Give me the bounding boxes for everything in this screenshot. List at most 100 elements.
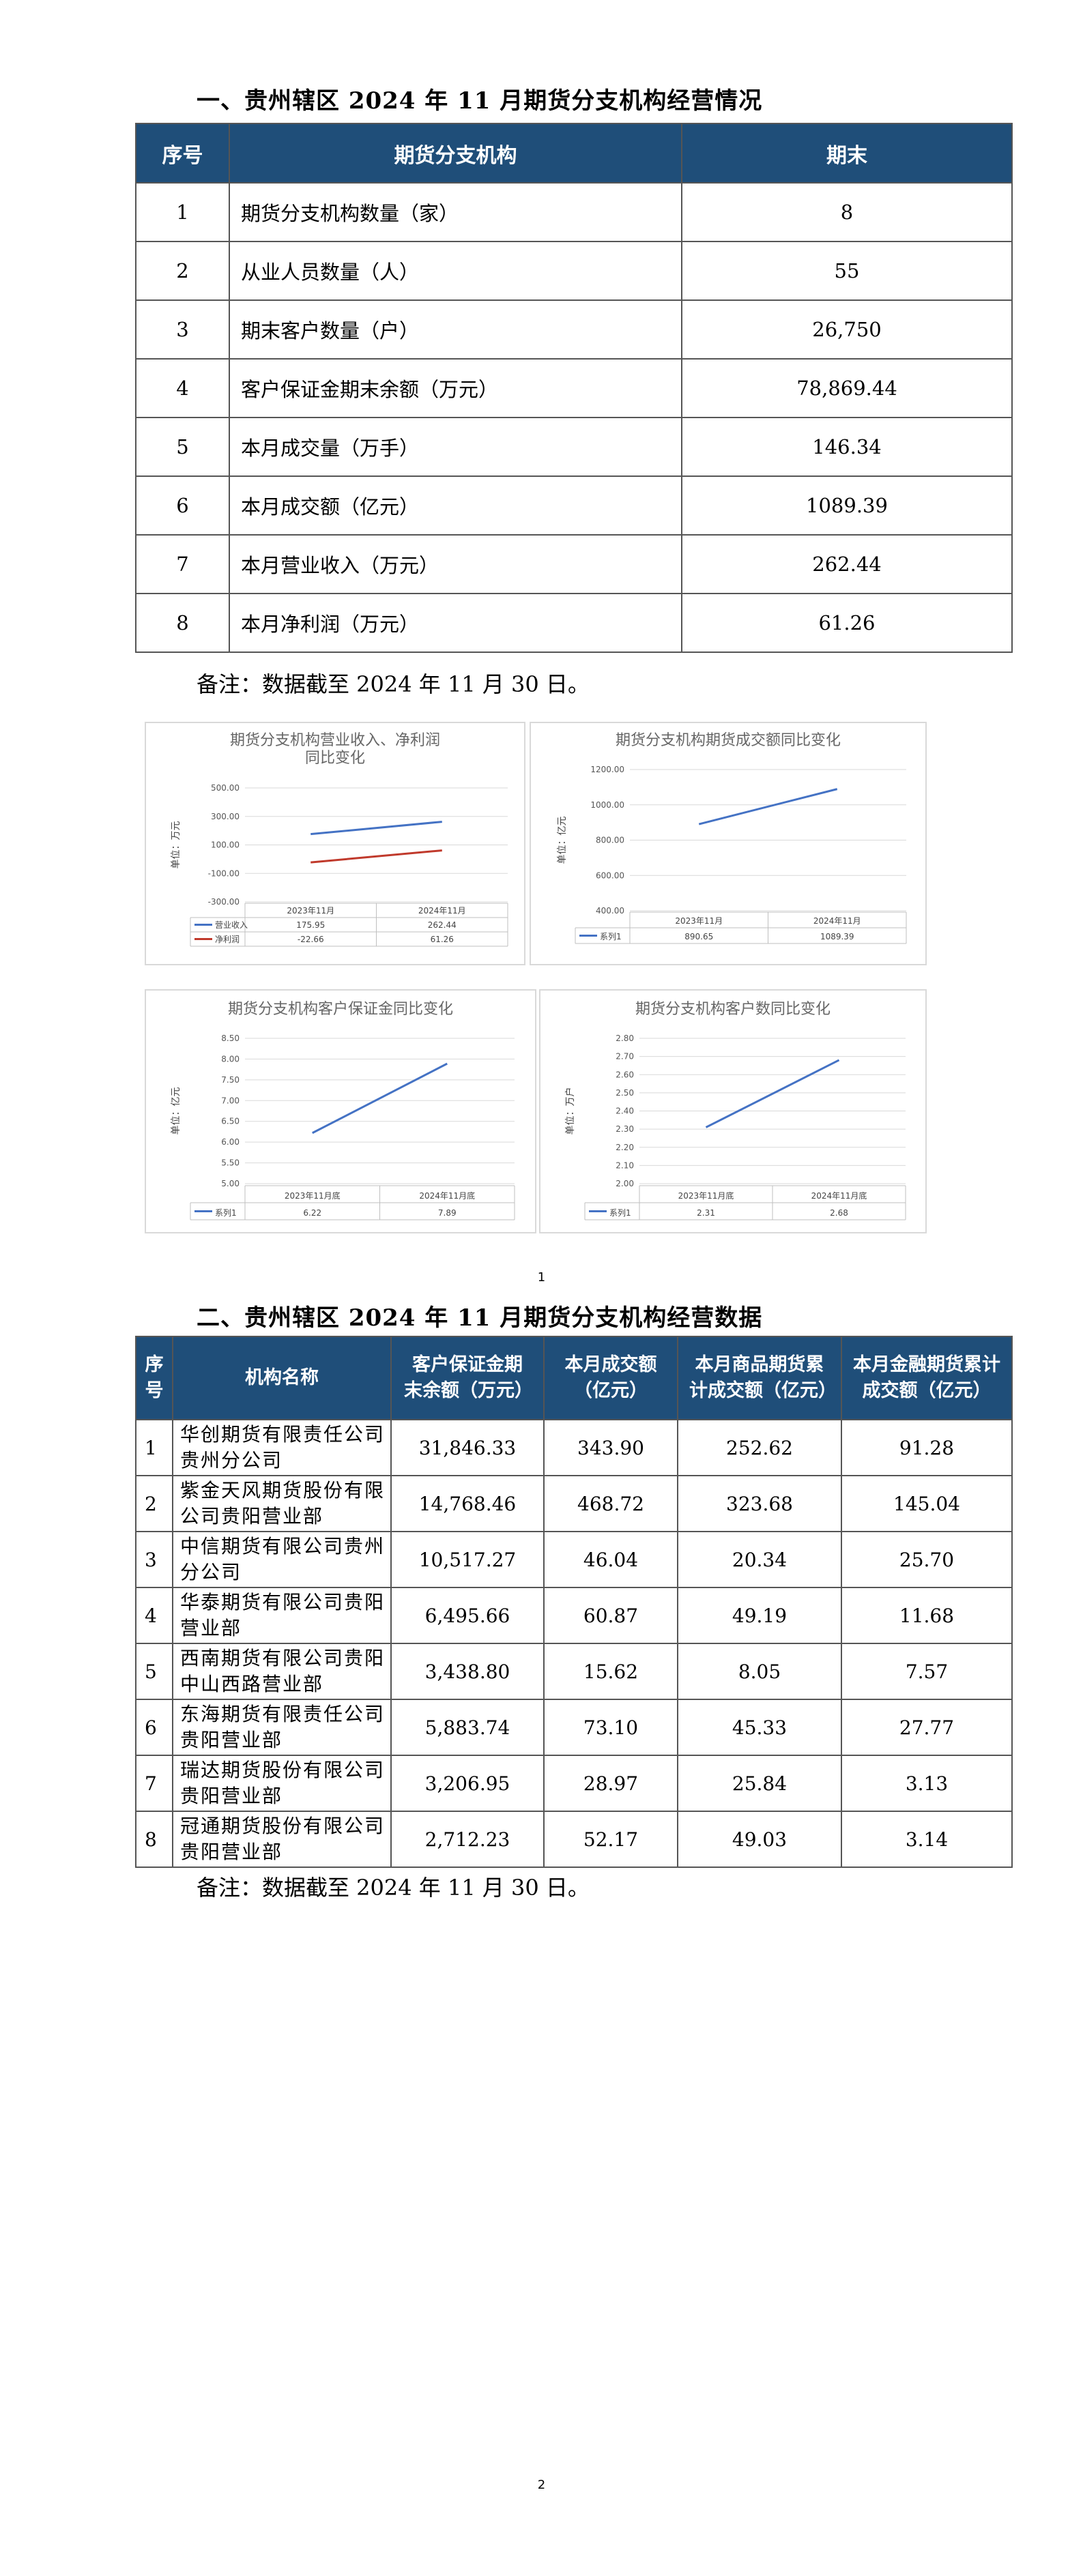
- legend-label: 系列1: [600, 932, 622, 941]
- row-financial: 11.68: [841, 1587, 1013, 1644]
- row-number: 1: [135, 1419, 173, 1476]
- row-commodity: 323.68: [677, 1475, 842, 1532]
- row-org-name: 紫金天风期货股份有限公司贵阳营业部: [172, 1475, 392, 1532]
- table-row: 1 华创期货有限责任公司贵州分公司 31,846.33 343.90 252.62 91.…: [135, 1419, 1013, 1476]
- y-axis-label: 单位：万户: [564, 1087, 576, 1135]
- row-commodity: 20.34: [677, 1531, 842, 1588]
- chart-title: 期货分支机构营业收入、净利润: [230, 732, 440, 749]
- table-row: 3 期末客户数量（户） 26,750: [135, 299, 1013, 360]
- table-row: 6 东海期货有限责任公司贵阳营业部 5,883.74 73.10 45.33 27.77: [135, 1699, 1013, 1756]
- header-no: 序号: [135, 1336, 173, 1420]
- row-value: 78,869.44: [681, 358, 1013, 418]
- row-number: 2: [135, 241, 230, 301]
- y-tick-label: 5.50: [221, 1158, 240, 1168]
- legend-label: 系列1: [609, 1208, 631, 1218]
- row-financial: 7.57: [841, 1643, 1013, 1700]
- table-row: 5 西南期货有限公司贵阳中山西路营业部 3,438.80 15.62 8.05 7.57: [135, 1643, 1013, 1700]
- header-branch: 期货分支机构: [229, 123, 682, 184]
- header-financial: 本月金融期货累计成交额（亿元）: [841, 1336, 1013, 1420]
- data-label: 262.44: [428, 920, 457, 930]
- header-turnover: 本月成交额（亿元）: [543, 1336, 678, 1420]
- row-turnover: 15.62: [543, 1643, 678, 1700]
- row-number: 5: [135, 1643, 173, 1700]
- row-financial: 25.70: [841, 1531, 1013, 1588]
- row-number: 7: [135, 534, 230, 594]
- section1-title: 一、贵州辖区 2024 年 11 月期货分支机构经营情况: [197, 87, 763, 115]
- y-axis-label: 单位：亿元: [557, 817, 568, 864]
- table-row: 2 紫金天风期货股份有限公司贵阳营业部 14,768.46 468.72 323.68 1…: [135, 1475, 1013, 1532]
- section1-note: 备注：数据截至 2024 年 11 月 30 日。: [197, 671, 590, 697]
- y-tick-label: 800.00: [596, 836, 624, 845]
- row-value: 26,750: [681, 299, 1013, 360]
- data-label: 2.68: [830, 1208, 848, 1218]
- x-tick-label: 2024年11月底: [419, 1190, 475, 1201]
- table-row: 7 本月营业收入（万元） 262.44: [135, 534, 1013, 594]
- row-number: 3: [135, 1531, 173, 1588]
- row-financial: 3.14: [841, 1811, 1013, 1868]
- table-header-row: 序号 机构名称 客户保证金期末余额（万元） 本月成交额（亿元） 本月商品期货累计…: [135, 1336, 1013, 1420]
- row-margin: 3,206.95: [390, 1755, 545, 1812]
- table-row: 2 从业人员数量（人） 55: [135, 241, 1013, 301]
- y-axis-label: 单位：亿元: [171, 1087, 182, 1135]
- y-axis-label: 单位：万元: [171, 821, 182, 869]
- row-number: 5: [135, 417, 230, 477]
- header-org-name: 机构名称: [172, 1336, 392, 1420]
- data-label: 61.26: [431, 935, 454, 944]
- row-turnover: 73.10: [543, 1699, 678, 1756]
- data-label: -22.66: [298, 935, 324, 944]
- y-tick-label: 2.20: [616, 1143, 634, 1152]
- row-commodity: 252.62: [677, 1419, 842, 1476]
- y-tick-label: 100.00: [211, 840, 240, 850]
- chart-customers: 期货分支机构客户数同比变化 单位：万户 2.80 2.70 2.60 2.50 2.40 2.…: [539, 989, 927, 1233]
- row-turnover: 60.87: [543, 1587, 678, 1644]
- row-turnover: 52.17: [543, 1811, 678, 1868]
- row-number: 6: [135, 1699, 173, 1756]
- x-tick-label: 2023年11月: [287, 906, 334, 916]
- y-tick-label: 8.50: [221, 1034, 240, 1043]
- row-org-name: 东海期货有限责任公司贵阳营业部: [172, 1699, 392, 1756]
- row-number: 4: [135, 1587, 173, 1644]
- y-tick-label: 7.00: [221, 1096, 240, 1105]
- x-tick-label: 2024年11月: [418, 906, 466, 916]
- row-turnover: 468.72: [543, 1475, 678, 1532]
- row-commodity: 45.33: [677, 1699, 842, 1756]
- row-commodity: 25.84: [677, 1755, 842, 1812]
- table-header-row: 序号 期货分支机构 期末: [135, 123, 1013, 184]
- row-value: 61.26: [681, 593, 1013, 653]
- row-margin: 3,438.80: [390, 1643, 545, 1700]
- chart-title: 同比变化: [305, 750, 365, 767]
- row-number: 3: [135, 299, 230, 360]
- table-row: 1 期货分支机构数量（家） 8: [135, 182, 1013, 242]
- row-margin: 5,883.74: [390, 1699, 545, 1756]
- series-line: [705, 1059, 840, 1128]
- row-margin: 2,712.23: [390, 1811, 545, 1868]
- row-org-name: 中信期货有限公司贵州分公司: [172, 1531, 392, 1588]
- row-metric: 客户保证金期末余额（万元）: [229, 358, 682, 418]
- row-number: 8: [135, 593, 230, 653]
- row-value: 1089.39: [681, 475, 1013, 536]
- y-tick-label: 2.50: [616, 1088, 634, 1098]
- row-metric: 本月成交量（万手）: [229, 417, 682, 477]
- table-row: 3 中信期货有限公司贵州分公司 10,517.27 46.04 20.34 25.70: [135, 1531, 1013, 1588]
- row-metric: 期货分支机构数量（家）: [229, 182, 682, 242]
- row-org-name: 西南期货有限公司贵阳中山西路营业部: [172, 1643, 392, 1700]
- row-number: 1: [135, 182, 230, 242]
- row-value: 55: [681, 241, 1013, 301]
- y-tick-label: 1200.00: [590, 765, 624, 774]
- y-tick-label: 7.50: [221, 1075, 240, 1085]
- row-turnover: 343.90: [543, 1419, 678, 1476]
- row-number: 2: [135, 1475, 173, 1532]
- row-value: 8: [681, 182, 1013, 242]
- row-number: 7: [135, 1755, 173, 1812]
- chart-turnover: 期货分支机构期货成交额同比变化 单位：亿元 1200.00 1000.00 800.00…: [530, 722, 927, 965]
- y-tick-label: 600.00: [596, 870, 624, 880]
- header-period-end: 期末: [681, 123, 1013, 184]
- chart-title: 期货分支机构期货成交额同比变化: [616, 732, 841, 749]
- row-value: 262.44: [681, 534, 1013, 594]
- y-tick-label: 6.00: [221, 1137, 240, 1147]
- row-margin: 6,495.66: [390, 1587, 545, 1644]
- row-turnover: 28.97: [543, 1755, 678, 1812]
- chart-margin: 期货分支机构客户保证金同比变化 单位：亿元 8.50 8.00 7.50 7.00 6.50…: [145, 989, 536, 1233]
- y-tick-label: 2.30: [616, 1124, 634, 1134]
